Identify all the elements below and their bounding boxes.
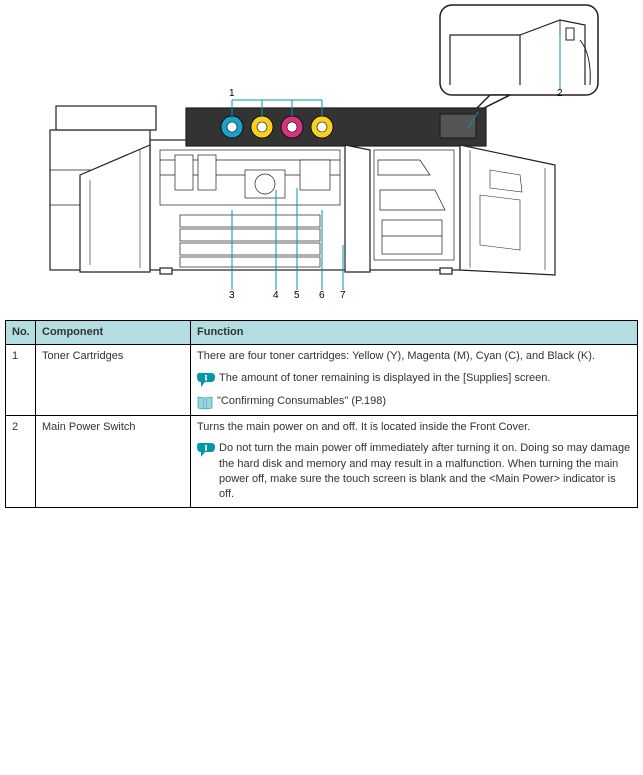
- printer-diagram: 1 2 3 4 5 6 7: [0, 0, 643, 300]
- header-no: No.: [6, 321, 36, 345]
- note-icon: [197, 372, 215, 388]
- callout-1: 1: [229, 88, 235, 99]
- func-main-text: There are four toner cartridges: Yellow …: [197, 349, 631, 364]
- header-function: Function: [191, 321, 638, 345]
- callout-7: 7: [340, 290, 346, 301]
- table-row: 2 Main Power Switch Turns the main power…: [6, 415, 638, 507]
- table-header-row: No. Component Function: [6, 321, 638, 345]
- header-component: Component: [36, 321, 191, 345]
- printer-body: [50, 106, 555, 275]
- note-icon: [197, 442, 215, 458]
- component-table: No. Component Function 1 Toner Cartridge…: [5, 320, 638, 508]
- reference-icon: [197, 395, 213, 411]
- cell-no: 2: [6, 415, 36, 507]
- inset-detail: [440, 5, 598, 95]
- cell-no: 1: [6, 345, 36, 415]
- func-note-text: Do not turn the main power off immediate…: [219, 441, 631, 503]
- cell-component: Toner Cartridges: [36, 345, 191, 415]
- cell-function: There are four toner cartridges: Yellow …: [191, 345, 638, 415]
- cell-function: Turns the main power on and off. It is l…: [191, 415, 638, 507]
- callout-6: 6: [319, 290, 325, 301]
- callout-4: 4: [273, 290, 279, 301]
- func-note-text: The amount of toner remaining is display…: [219, 371, 631, 386]
- func-ref-text: "Confirming Consumables" (P.198): [217, 394, 631, 409]
- table-row: 1 Toner Cartridges There are four toner …: [6, 345, 638, 415]
- cell-component: Main Power Switch: [36, 415, 191, 507]
- func-main-text: Turns the main power on and off. It is l…: [197, 420, 631, 435]
- callout-3: 3: [229, 290, 235, 301]
- callout-2: 2: [557, 88, 563, 99]
- callout-5: 5: [294, 290, 300, 301]
